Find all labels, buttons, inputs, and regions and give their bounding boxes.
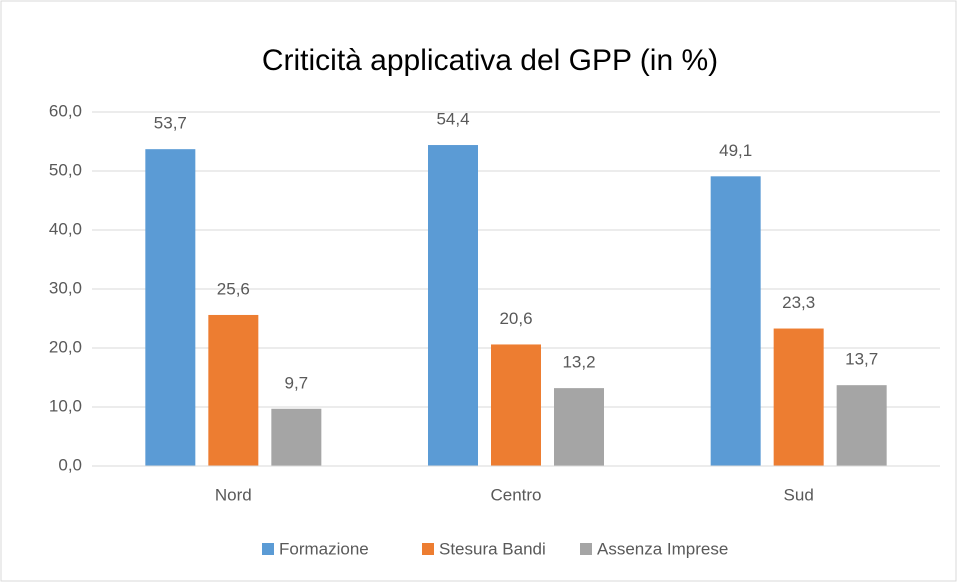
y-tick-label: 40,0 [49, 219, 82, 238]
legend-label: Formazione [279, 539, 369, 558]
legend-label: Assenza Imprese [597, 539, 728, 558]
bar [208, 314, 259, 466]
legend-swatch [580, 543, 592, 555]
y-tick-label: 0,0 [58, 455, 82, 474]
bar [491, 344, 541, 466]
bar [145, 149, 196, 467]
data-label: 54,4 [436, 110, 469, 129]
legend-label: Stesura Bandi [439, 539, 546, 558]
x-tick-label: Centro [490, 485, 541, 504]
chart-title: Criticità applicativa del GPP (in %) [262, 44, 718, 77]
data-label: 20,6 [499, 309, 532, 328]
y-tick-label: 20,0 [49, 337, 82, 356]
y-tick-label: 50,0 [49, 160, 82, 179]
y-tick-label: 60,0 [49, 101, 82, 120]
bar [710, 176, 761, 466]
data-label: 13,2 [562, 353, 595, 372]
y-tick-label: 10,0 [49, 396, 82, 415]
data-label: 9,7 [285, 373, 309, 392]
bar [428, 145, 478, 467]
bar [271, 408, 322, 466]
data-label: 49,1 [719, 141, 752, 160]
x-tick-label: Nord [215, 485, 252, 504]
data-label: 53,7 [154, 114, 187, 133]
legend-swatch [262, 543, 274, 555]
x-tick-label: Sud [784, 485, 814, 504]
bar [554, 388, 604, 466]
bar [836, 385, 887, 466]
data-label: 25,6 [217, 279, 250, 298]
y-tick-label: 30,0 [49, 278, 82, 297]
legend-swatch [422, 543, 434, 555]
bar [773, 328, 824, 466]
data-label: 23,3 [782, 293, 815, 312]
data-label: 13,7 [845, 350, 878, 369]
